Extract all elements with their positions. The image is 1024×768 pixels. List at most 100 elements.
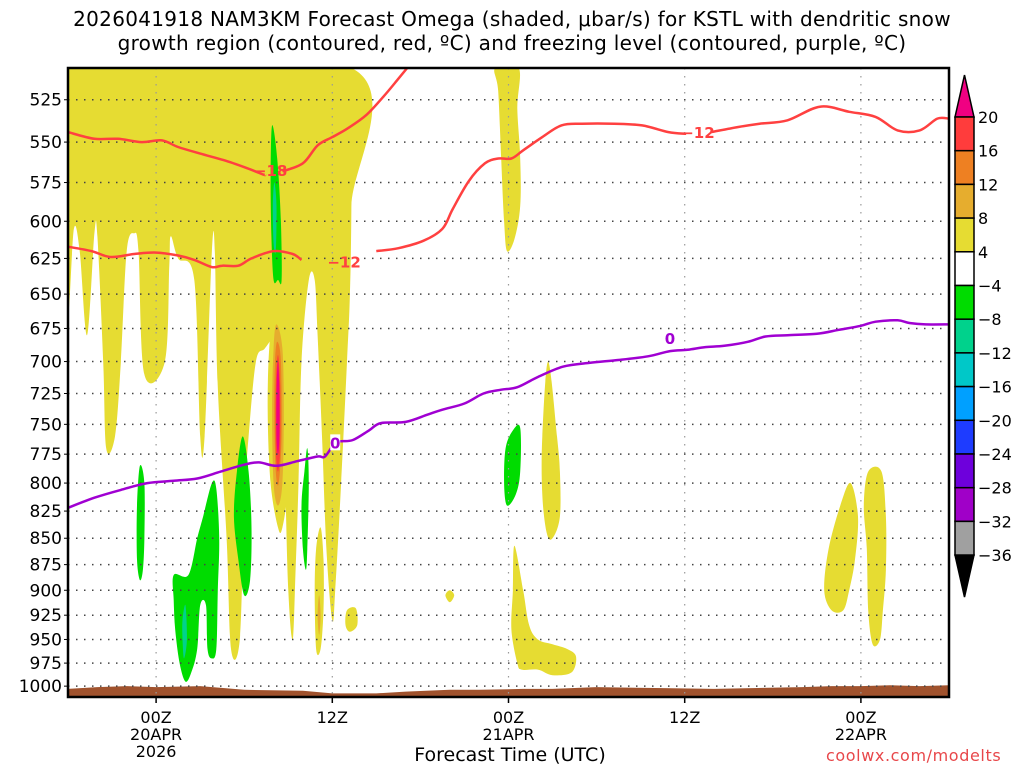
omega-region--8to-12: [182, 604, 187, 659]
y-tick-label: 600: [30, 212, 62, 232]
x-tick-label: 00Z: [140, 708, 171, 727]
omega-region-4-8: [445, 590, 455, 603]
colorbar-swatch: [954, 149, 975, 186]
colorbar-label: −32: [978, 512, 1012, 531]
omega-region--4to-8: [136, 464, 145, 581]
y-tick-label: 725: [30, 384, 62, 404]
y-tick-label: 650: [30, 285, 62, 305]
y-tick-label: 1000: [19, 677, 62, 697]
grid-layer: [68, 68, 949, 697]
x-tick-label: 2026: [136, 742, 177, 761]
y-tick-label: 950: [30, 630, 62, 650]
y-tick-label: 850: [30, 529, 62, 549]
colorbar-under-arrow: [954, 554, 975, 598]
y-tick-label: 550: [30, 133, 62, 153]
terrain-layer: [68, 685, 949, 697]
colorbar-swatch: [954, 116, 975, 152]
omega-region-4-8: [314, 527, 324, 656]
omega-shading-layer: [68, 68, 887, 682]
y-tick-label: 875: [30, 556, 62, 576]
colorbar-swatch: [954, 183, 975, 219]
colorbar-label: −8: [978, 310, 1002, 329]
x-tick-label: 20APR: [130, 725, 182, 744]
y-tick-label: 575: [30, 174, 62, 194]
colorbar-swatch: [954, 419, 975, 455]
colorbar: 20 16 12 8 4 −4 −8 −12 −16 −20 −24 −28 −32 −36: [954, 74, 1012, 598]
colorbar-swatch: [954, 385, 975, 422]
colorbar-label: 12: [978, 175, 998, 194]
x-tick-label: 00Z: [493, 708, 524, 727]
colorbar-swatch: [954, 251, 975, 287]
dgz-contour-line: [68, 130, 267, 177]
omega-region-4-8: [541, 361, 561, 540]
y-tick-label: 800: [30, 474, 62, 494]
colorbar-label: −28: [978, 479, 1012, 498]
y-tick-label: 675: [30, 319, 62, 339]
y-axis: 525 550 575 600 625 650 675 700 725 750 775 800 825 8…: [19, 91, 68, 697]
freezing-label-bg: [330, 434, 341, 451]
x-axis-title: Forecast Time (UTC): [414, 744, 606, 766]
omega-region--8to-12: [272, 182, 277, 254]
x-tick-label: 12Z: [669, 708, 700, 727]
colorbar-label: −12: [978, 344, 1012, 363]
x-tick-label: 21APR: [482, 725, 534, 744]
omega-region--4to-8: [504, 424, 521, 506]
colorbar-swatch: [954, 486, 975, 523]
x-tick-label: 12Z: [317, 708, 348, 727]
colorbar-swatch: [954, 520, 975, 556]
omega-region-4-8: [68, 68, 373, 660]
dgz-contour-label: −12: [327, 253, 360, 271]
freezing-label-bg: [665, 329, 676, 346]
dgz-contour-line: [68, 245, 303, 269]
dgz-contour-line: [376, 122, 687, 253]
credit-link[interactable]: coolwx.com/modelts: [826, 746, 1002, 765]
omega-region--4to-8: [233, 436, 252, 597]
dgz-contour-line: [710, 105, 949, 134]
y-tick-label: 700: [30, 353, 62, 373]
chart-title-line-1: 2026041918 NAM3KM Forecast Omega (shaded…: [73, 7, 951, 31]
omega-region-4-8: [863, 466, 887, 647]
colorbar-label: 16: [978, 142, 998, 161]
y-tick-label: 825: [30, 502, 62, 522]
y-tick-label: 900: [30, 581, 62, 601]
colorbar-label: −36: [978, 546, 1012, 565]
colorbar-label: −16: [978, 378, 1012, 397]
colorbar-label: 20: [978, 108, 998, 127]
y-tick-label: 975: [30, 654, 62, 674]
dgz-contour-label: −18: [254, 162, 287, 180]
freezing-level-label: 0: [665, 330, 675, 348]
y-tick-label: 525: [30, 91, 62, 111]
omega-region--4to-8: [301, 448, 309, 570]
colorbar-label: −20: [978, 411, 1012, 430]
chart-title-line-2: growth region (contoured, red, ºC) and f…: [117, 31, 907, 55]
omega-region-gt20: [276, 361, 280, 455]
colorbar-label: −24: [978, 445, 1012, 464]
freezing-level-line: [68, 319, 949, 509]
dgz-contour-line: [281, 68, 409, 173]
contour-layer: −18 −12 −12 0 0: [68, 68, 949, 509]
colorbar-swatch: [954, 453, 975, 489]
y-tick-label: 775: [30, 445, 62, 465]
colorbar-label: −4: [978, 277, 1002, 296]
terrain-fill: [68, 685, 949, 697]
colorbar-over-arrow: [954, 74, 975, 118]
omega-region-4-8: [345, 607, 358, 632]
freezing-level-label: 0: [330, 434, 340, 452]
omega-region-4-8: [286, 68, 315, 240]
omega-region-4-8: [824, 482, 859, 613]
colorbar-swatch: [954, 217, 975, 253]
dgz-contour-label: −12: [681, 124, 714, 142]
omega-region-4-8: [290, 68, 313, 81]
y-tick-label: 625: [30, 249, 62, 269]
colorbar-swatch: [954, 318, 975, 354]
omega-region-8-12: [317, 595, 321, 635]
colorbar-swatch: [954, 284, 975, 320]
omega-region-4-8: [511, 545, 577, 676]
omega-region-4-8: [325, 68, 344, 151]
x-tick-label: 00Z: [845, 708, 876, 727]
x-tick-label: 22APR: [835, 725, 887, 744]
colorbar-label: 8: [978, 209, 988, 228]
y-tick-label: 925: [30, 606, 62, 626]
